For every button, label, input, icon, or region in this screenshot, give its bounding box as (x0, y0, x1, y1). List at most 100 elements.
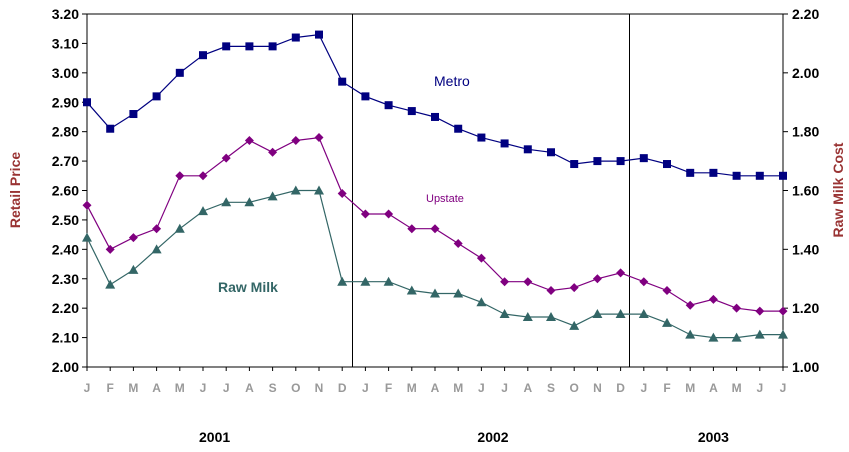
data-point-metro (755, 171, 764, 180)
data-point-metro (663, 160, 671, 169)
left-axis-title: Retail Price (7, 152, 23, 228)
series-label-upstate: Upstate (426, 193, 464, 205)
data-point-raw-milk (174, 223, 185, 233)
x-axis-year-labels: 2001 2002 2003 (199, 429, 729, 445)
data-point-upstate (337, 188, 347, 198)
data-point-upstate (291, 135, 301, 145)
plot-area (86, 13, 784, 368)
data-point-raw-milk (221, 197, 232, 207)
data-point-raw-milk (290, 185, 301, 195)
data-point-raw-milk (406, 285, 417, 295)
month-label: A (245, 381, 254, 395)
month-label: J (780, 381, 787, 395)
data-point-metro (222, 42, 231, 51)
data-point-upstate (453, 238, 463, 248)
data-point-metro (361, 92, 370, 101)
right-tick-label: 1.20 (792, 300, 819, 316)
data-point-upstate (476, 253, 486, 263)
data-point-upstate (616, 268, 626, 278)
data-point-raw-milk (522, 311, 533, 321)
data-point-metro (245, 42, 254, 51)
month-label: J (362, 381, 369, 395)
data-point-metro (407, 107, 416, 116)
data-point-upstate (152, 224, 162, 234)
data-point-upstate (175, 171, 185, 181)
data-point-metro (570, 160, 579, 169)
data-point-raw-milk (337, 276, 348, 286)
month-label: M (453, 381, 463, 395)
data-point-metro (500, 139, 509, 148)
left-tick-label: 3.10 (52, 35, 79, 51)
month-label: J (756, 381, 763, 395)
data-point-upstate (244, 135, 254, 145)
month-label: M (407, 381, 417, 395)
data-point-metro (779, 171, 787, 180)
data-point-raw-milk (476, 297, 487, 307)
data-point-raw-milk (82, 232, 92, 242)
year-label: 2002 (477, 429, 508, 445)
data-point-upstate (778, 306, 788, 316)
right-tick-label: 1.60 (792, 183, 819, 199)
left-tick-label: 2.50 (52, 212, 79, 228)
data-point-raw-milk (731, 332, 742, 342)
series-group (82, 30, 788, 342)
data-point-metro (129, 110, 138, 119)
data-point-upstate (407, 224, 417, 234)
data-point-raw-milk (592, 309, 603, 319)
data-point-upstate (662, 286, 672, 296)
data-point-raw-milk (383, 276, 394, 286)
month-label: M (685, 381, 695, 395)
data-point-metro (175, 68, 184, 77)
data-point-upstate (221, 153, 231, 163)
data-point-metro (523, 145, 532, 154)
year-label: 2001 (199, 429, 230, 445)
month-label: A (431, 381, 440, 395)
data-point-upstate (592, 274, 602, 284)
left-tick-label: 2.90 (52, 94, 79, 110)
data-point-raw-milk (754, 329, 765, 339)
data-point-raw-milk (499, 309, 510, 319)
data-point-metro (709, 168, 718, 177)
right-tick-label: 2.20 (792, 6, 819, 22)
data-point-upstate (82, 200, 92, 210)
data-point-metro (106, 124, 115, 133)
month-label: F (385, 381, 392, 395)
month-label: D (338, 381, 347, 395)
data-point-raw-milk (267, 191, 278, 201)
data-point-raw-milk (151, 244, 162, 254)
left-tick-label: 2.70 (52, 153, 79, 169)
month-label: A (523, 381, 532, 395)
data-point-metro (152, 92, 161, 101)
data-point-upstate (708, 294, 718, 304)
data-point-raw-milk (430, 288, 440, 298)
data-point-metro (616, 157, 625, 166)
month-label: M (175, 381, 185, 395)
data-point-metro (431, 112, 439, 121)
month-label: O (570, 381, 579, 395)
data-point-upstate (685, 300, 695, 310)
data-point-metro (315, 30, 323, 39)
data-point-upstate (268, 147, 278, 157)
data-point-raw-milk (314, 185, 324, 195)
left-tick-label: 3.20 (52, 6, 79, 22)
data-point-metro (477, 133, 486, 142)
data-point-upstate (732, 303, 742, 313)
data-point-raw-milk (360, 276, 371, 286)
data-point-upstate (569, 283, 579, 293)
series-label-metro: Metro (434, 73, 470, 89)
data-point-metro (291, 33, 300, 42)
data-point-upstate (639, 277, 649, 287)
left-tick-label: 2.20 (52, 300, 79, 316)
data-point-raw-milk (453, 288, 464, 298)
month-label: N (315, 381, 324, 395)
series-label-raw-milk: Raw Milk (218, 279, 278, 295)
month-label: M (732, 381, 742, 395)
month-label: J (200, 381, 207, 395)
data-point-raw-milk (638, 309, 649, 319)
data-point-raw-milk (546, 311, 556, 321)
data-point-upstate (523, 277, 533, 287)
data-point-upstate (755, 306, 765, 316)
data-point-raw-milk (244, 197, 255, 207)
month-label: S (269, 381, 277, 395)
